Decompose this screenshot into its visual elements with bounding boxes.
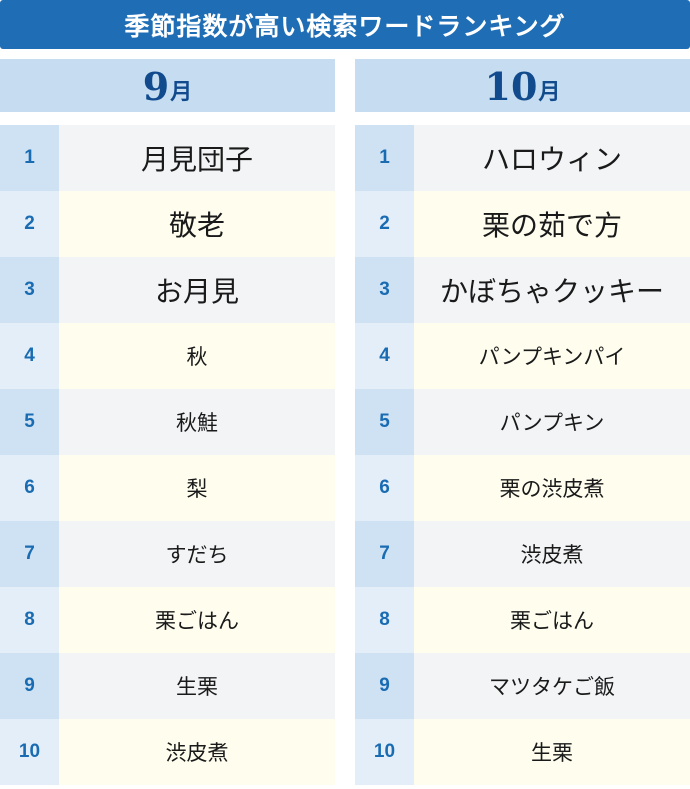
ranking-row: 8 栗ごはん <box>355 587 690 653</box>
column-october: 10 月 1 ハロウィン 2 栗の茹で方 3 かぼちゃクッキー 4 パンプキンパイ 5 パンプキン… <box>355 59 690 785</box>
ranking-row: 5 秋鮭 <box>0 389 335 455</box>
ranking-list: 1 ハロウィン 2 栗の茹で方 3 かぼちゃクッキー 4 パンプキンパイ 5 パンプキン 6 栗の渋皮… <box>355 125 690 785</box>
search-word: 生栗 <box>59 653 335 719</box>
page-title: 季節指数が高い検索ワードランキング <box>124 11 566 41</box>
ranking-row: 1 ハロウィン <box>355 125 690 191</box>
ranking-row: 5 パンプキン <box>355 389 690 455</box>
month-unit: 月 <box>170 79 193 105</box>
rank-number: 1 <box>355 125 414 191</box>
ranking-row: 8 栗ごはん <box>0 587 335 653</box>
search-word: ハロウィン <box>414 125 690 191</box>
search-word: 渋皮煮 <box>59 719 335 785</box>
rank-number: 8 <box>0 587 59 653</box>
rank-number: 1 <box>0 125 59 191</box>
search-word: パンプキンパイ <box>414 323 690 389</box>
month-unit: 月 <box>538 79 561 105</box>
title-bar: 季節指数が高い検索ワードランキング <box>0 0 690 49</box>
search-word: 渋皮煮 <box>414 521 690 587</box>
ranking-row: 10 渋皮煮 <box>0 719 335 785</box>
rank-number: 10 <box>355 719 414 785</box>
rank-number: 2 <box>0 191 59 257</box>
rank-number: 4 <box>355 323 414 389</box>
ranking-row: 2 栗の茹で方 <box>355 191 690 257</box>
ranking-row: 9 マツタケご飯 <box>355 653 690 719</box>
rank-number: 8 <box>355 587 414 653</box>
search-word: かぼちゃクッキー <box>414 257 690 323</box>
ranking-row: 6 栗の渋皮煮 <box>355 455 690 521</box>
ranking-row: 7 渋皮煮 <box>355 521 690 587</box>
month-header: 9 月 <box>0 59 335 112</box>
rank-number: 6 <box>0 455 59 521</box>
ranking-row: 7 すだち <box>0 521 335 587</box>
rank-number: 5 <box>0 389 59 455</box>
rank-number: 9 <box>355 653 414 719</box>
search-word: マツタケご飯 <box>414 653 690 719</box>
search-word: 生栗 <box>414 719 690 785</box>
rank-number: 2 <box>355 191 414 257</box>
rank-number: 6 <box>355 455 414 521</box>
search-word: 敬老 <box>59 191 335 257</box>
search-word: 秋鮭 <box>59 389 335 455</box>
search-word: 秋 <box>59 323 335 389</box>
search-word: 栗の渋皮煮 <box>414 455 690 521</box>
search-word: すだち <box>59 521 335 587</box>
month-number: 9 <box>142 64 170 109</box>
ranking-row: 1 月見団子 <box>0 125 335 191</box>
ranking-row: 4 パンプキンパイ <box>355 323 690 389</box>
rank-number: 10 <box>0 719 59 785</box>
month-header: 10 月 <box>355 59 690 112</box>
rank-number: 3 <box>0 257 59 323</box>
ranking-row: 2 敬老 <box>0 191 335 257</box>
ranking-row: 9 生栗 <box>0 653 335 719</box>
ranking-row: 10 生栗 <box>355 719 690 785</box>
ranking-row: 3 かぼちゃクッキー <box>355 257 690 323</box>
rank-number: 9 <box>0 653 59 719</box>
rank-number: 3 <box>355 257 414 323</box>
search-word: 栗ごはん <box>59 587 335 653</box>
rank-number: 5 <box>355 389 414 455</box>
rank-number: 7 <box>0 521 59 587</box>
search-word: パンプキン <box>414 389 690 455</box>
month-number: 10 <box>484 64 538 109</box>
rank-number: 7 <box>355 521 414 587</box>
search-word: 栗ごはん <box>414 587 690 653</box>
ranking-row: 3 お月見 <box>0 257 335 323</box>
search-word: お月見 <box>59 257 335 323</box>
ranking-list: 1 月見団子 2 敬老 3 お月見 4 秋 5 秋鮭 6 梨 7 すだち 8 栗ごはん 9 生栗 10 渋皮煮 <box>0 125 335 785</box>
search-word: 栗の茹で方 <box>414 191 690 257</box>
rank-number: 4 <box>0 323 59 389</box>
search-word: 梨 <box>59 455 335 521</box>
search-word: 月見団子 <box>59 125 335 191</box>
column-september: 9 月 1 月見団子 2 敬老 3 お月見 4 秋 5 秋鮭 6 梨 7 すだち 8 栗ごはん 9 生栗 10 渋皮煮 <box>0 59 335 785</box>
